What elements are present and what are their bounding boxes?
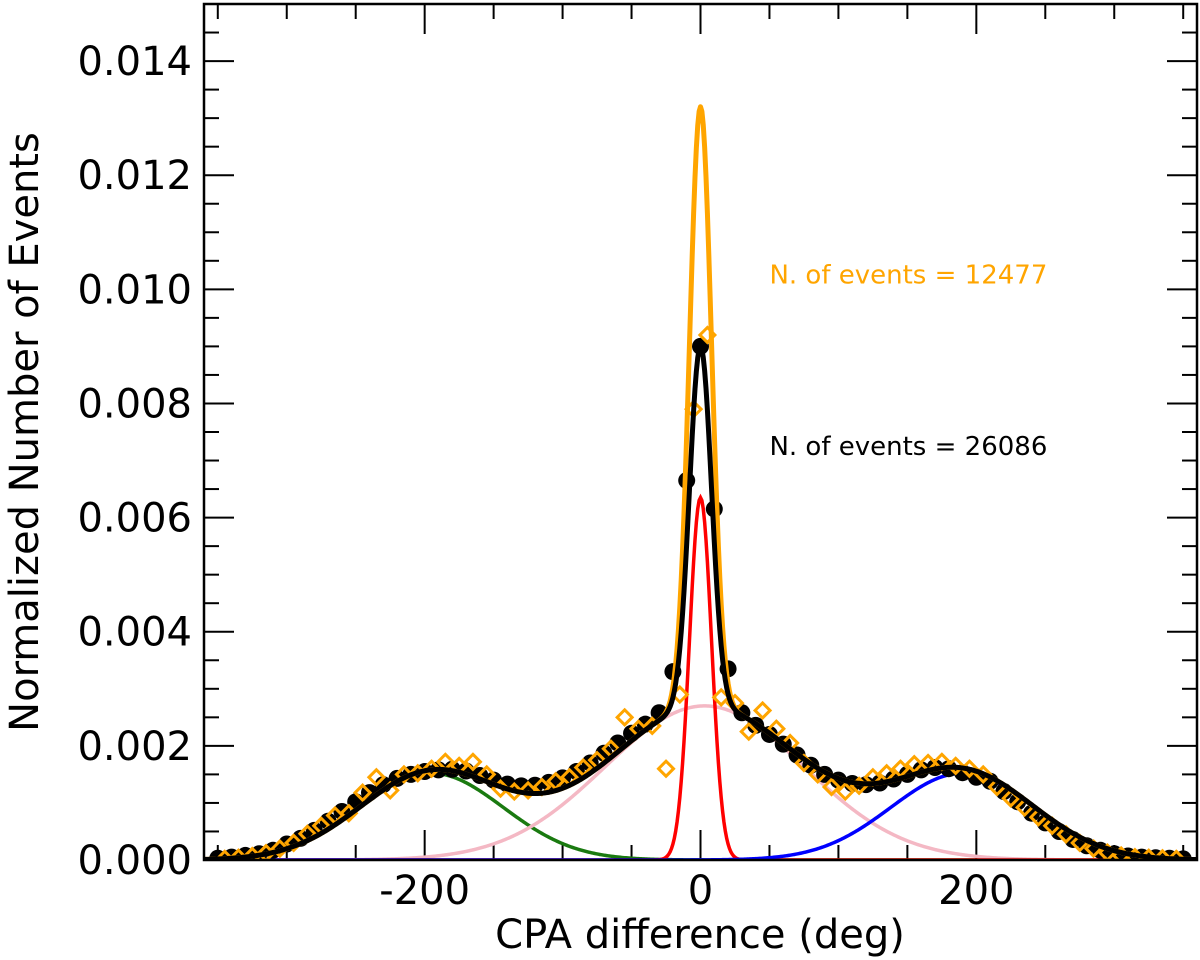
orange-data-point [946,756,966,776]
orange-data-point [270,838,290,859]
x-tick-label: -200 [379,868,470,914]
x-axis-label: CPA difference (deg) [495,912,905,958]
total-fit-curves [204,104,1197,860]
y-tick-label: 0.014 [77,39,192,85]
red-gaussian-curve [204,493,1197,860]
events-count-annotation: N. of events = 26086 [769,432,1047,462]
x-tick-label: 0 [688,868,713,914]
plot-background [204,4,1197,860]
orange-data-point [463,752,483,772]
orange-data-point [394,764,414,785]
y-tick-label: 0.012 [77,153,192,199]
x-tick-label: 200 [938,868,1014,914]
y-axis-label: Normalized Number of Events [2,132,48,732]
orange-data-point [366,767,387,787]
events-count-annotation: N. of events = 12477 [769,261,1047,291]
orange-data-point [821,777,842,797]
orange-data-point [518,780,538,800]
y-tick-label: 0.010 [77,267,192,313]
orange-data-point [904,754,924,774]
black-total-fit-curve [204,343,1197,860]
orange-data-point [835,781,855,802]
y-tick-label: 0.004 [77,610,192,656]
orange-data-point [352,783,373,803]
orange-data-point [656,759,676,779]
orange-data-point [752,700,773,721]
orange-data-point [739,721,759,742]
annotations: N. of events = 12477 N. of events = 26086 [769,261,1047,462]
plot-frame [202,2,1199,862]
y-tick-label: 0.002 [77,724,192,770]
orange-data-point [421,759,442,779]
y-tick-label: 0.008 [77,381,192,427]
y-tick-label: 0.006 [77,496,192,542]
orange-data-point [615,707,635,727]
plot-area [202,2,1199,862]
y-tick-label: 0.000 [77,838,192,884]
orange-data-point [284,833,304,853]
black-data-point [567,763,585,781]
tick-labels: 0.000 0.002 0.004 0.006 0.008 0.010 0.012 0.014… [77,39,1014,914]
